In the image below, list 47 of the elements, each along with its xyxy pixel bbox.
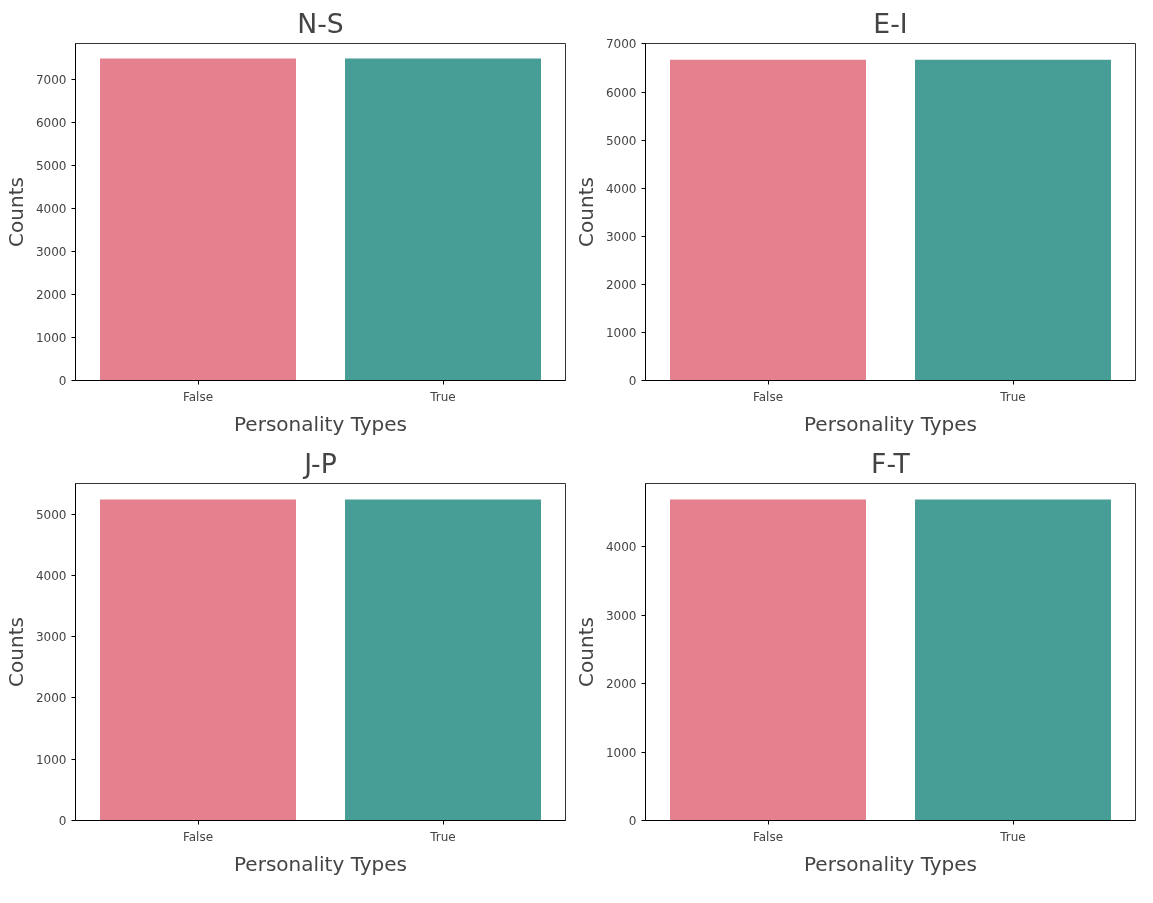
- y-axis-title: Counts: [573, 177, 598, 247]
- y-tick-label: 3000: [35, 244, 67, 259]
- y-tick-label: 7000: [35, 72, 67, 87]
- x-tick-label: True: [429, 389, 456, 404]
- chart-title: F-T: [871, 447, 911, 479]
- y-tick-label: 2000: [35, 287, 67, 302]
- y-tick-label: 1000: [605, 325, 637, 340]
- y-axis-title: Counts: [3, 617, 28, 687]
- x-tick-label: True: [999, 389, 1026, 404]
- y-tick-label: 3000: [605, 229, 637, 244]
- y-tick-label: 5000: [35, 158, 67, 173]
- chart-title: N-S: [297, 7, 344, 39]
- y-tick-label: 0: [628, 374, 637, 388]
- y-tick-label: 4000: [605, 181, 637, 196]
- x-axis-title: Personality Types: [234, 411, 407, 436]
- x-axis-title: Personality Types: [804, 851, 977, 876]
- y-tick-label: 0: [58, 374, 67, 388]
- y-tick-label: 2000: [605, 277, 637, 292]
- chart-title: J-P: [302, 447, 337, 479]
- y-tick-label: 4000: [35, 201, 67, 216]
- chart-title: E-I: [873, 7, 908, 39]
- y-tick-label: 1000: [35, 330, 67, 345]
- y-tick-label: 3000: [35, 630, 67, 645]
- y-tick-label: 4000: [35, 568, 67, 583]
- y-tick-label: 0: [628, 814, 637, 828]
- x-tick-label: False: [752, 389, 784, 404]
- y-tick-label: 1000: [605, 745, 637, 760]
- x-tick-label: True: [999, 829, 1026, 844]
- x-tick-label: False: [752, 829, 784, 844]
- x-axis-title: Personality Types: [804, 411, 977, 436]
- y-axis-title: Counts: [573, 617, 598, 687]
- y-tick-label: 2000: [605, 677, 637, 692]
- y-axis-title: Counts: [3, 177, 28, 247]
- x-tick-label: True: [429, 829, 456, 844]
- y-tick-label: 1000: [35, 752, 67, 767]
- y-tick-label: 2000: [35, 691, 67, 706]
- x-tick-label: False: [182, 389, 214, 404]
- y-tick-label: 4000: [605, 540, 637, 555]
- y-tick-label: 5000: [35, 507, 67, 522]
- y-tick-label: 7000: [605, 37, 637, 52]
- y-tick-label: 3000: [605, 608, 637, 623]
- x-axis-title: Personality Types: [234, 851, 407, 876]
- y-tick-label: 0: [58, 814, 67, 828]
- x-tick-label: False: [182, 829, 214, 844]
- y-tick-label: 5000: [605, 133, 637, 148]
- y-tick-label: 6000: [35, 115, 67, 130]
- y-tick-label: 6000: [605, 85, 637, 100]
